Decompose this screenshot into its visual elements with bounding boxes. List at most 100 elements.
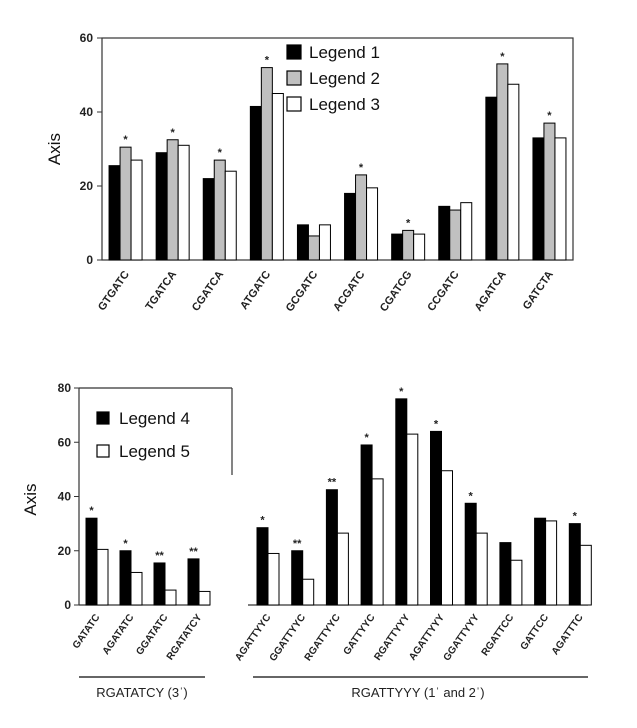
bar-gcgatc-legend-2 bbox=[307, 235, 320, 261]
bar-cgatca-legend-3 bbox=[224, 170, 237, 261]
bar-gattyyc-legend-5 bbox=[371, 478, 384, 606]
bar-gtgatc-legend-3 bbox=[130, 159, 143, 261]
significance-marker: * bbox=[364, 432, 369, 444]
significance-marker: * bbox=[359, 162, 364, 174]
significance-marker: ** bbox=[328, 477, 337, 489]
x-tick-label: GCGATC bbox=[284, 269, 321, 314]
x-tick-label: AGATATC bbox=[101, 612, 137, 657]
bar-cgatca-legend-1 bbox=[202, 178, 215, 261]
bar-tgatca-legend-3 bbox=[177, 144, 190, 261]
significance-marker: * bbox=[218, 147, 223, 159]
y-tick-label: 20 bbox=[58, 544, 72, 558]
top-bar-chart: 0 20 40 60 Axis * GTGATC * TGATCA * CGATCA * ATGATC G… bbox=[45, 31, 574, 314]
legend-swatch-5 bbox=[96, 444, 110, 458]
legend-label-5: Legend 5 bbox=[119, 442, 190, 461]
y-tick-label: 60 bbox=[58, 435, 72, 449]
x-tick-label: RGATTYYC bbox=[303, 612, 343, 663]
significance-marker: * bbox=[406, 217, 411, 229]
significance-marker: ** bbox=[155, 550, 164, 562]
legend-label-2: Legend 2 bbox=[309, 69, 380, 88]
bar-acgatc-legend-2 bbox=[355, 174, 368, 261]
bar-gtgatc-legend-1 bbox=[108, 165, 121, 261]
bar-agatca-legend-2 bbox=[496, 63, 509, 261]
x-tick-label: CGATCA bbox=[190, 269, 226, 314]
y-tick-label: 0 bbox=[86, 253, 93, 267]
bar-rgattcc-legend-5 bbox=[510, 559, 523, 606]
bar-cgatcg-legend-3 bbox=[413, 233, 426, 261]
bar-agatca-legend-3 bbox=[507, 83, 520, 261]
bar-agattyyy-legend-4 bbox=[430, 430, 442, 606]
legend-swatch-2 bbox=[286, 70, 302, 86]
x-tick-label: AGATCA bbox=[472, 269, 508, 314]
bar-ggattyyc-legend-4 bbox=[291, 550, 304, 606]
bar-gattcc-legend-4 bbox=[534, 517, 547, 606]
x-tick-label: ATGATC bbox=[238, 269, 273, 312]
x-tick-label: ACGATC bbox=[331, 269, 367, 314]
bar-cgatcg-legend-2 bbox=[402, 229, 415, 261]
bar-gatcta-legend-2 bbox=[543, 122, 556, 261]
bar-rgattyyy-legend-4 bbox=[395, 398, 408, 606]
legend-swatch-3 bbox=[286, 96, 302, 112]
bar-gcgatc-legend-3 bbox=[318, 224, 331, 261]
bar-agatatc-legend-4 bbox=[119, 550, 132, 606]
bar-agatca-legend-1 bbox=[485, 96, 498, 261]
x-tick-label: RGATTYYY bbox=[372, 612, 412, 663]
x-tick-label: AGATTYYY bbox=[407, 612, 447, 663]
significance-marker: * bbox=[265, 55, 270, 67]
group-label-2: RGATTYYY (1ˈ and 2ˈ) bbox=[351, 685, 484, 700]
legend-label-4: Legend 4 bbox=[119, 409, 190, 428]
y-axis-label: Axis bbox=[21, 483, 40, 515]
significance-marker: * bbox=[399, 386, 404, 398]
bar-rgatatcy-legend-5 bbox=[198, 590, 211, 606]
bar-gatatc-legend-5 bbox=[96, 548, 109, 606]
bar-gatatc-legend-4 bbox=[85, 517, 98, 606]
legend-label-1: Legend 1 bbox=[309, 43, 380, 62]
significance-marker: * bbox=[434, 418, 439, 430]
x-tick-label: GATTCC bbox=[519, 612, 551, 652]
significance-marker: * bbox=[573, 511, 578, 523]
bar-ggatatc-legend-5 bbox=[164, 589, 177, 606]
bar-gatcta-legend-1 bbox=[532, 137, 545, 261]
bar-gtgatc-legend-2 bbox=[119, 146, 132, 261]
significance-marker: ** bbox=[293, 538, 302, 550]
y-tick-label: 80 bbox=[58, 381, 72, 395]
bar-rgatatcy-legend-4 bbox=[187, 558, 200, 606]
plot-frame bbox=[101, 37, 574, 261]
significance-marker: * bbox=[500, 51, 505, 63]
bar-agatttc-legend-4 bbox=[568, 523, 581, 606]
y-tick-label: 20 bbox=[80, 179, 94, 193]
bar-atgatc-legend-3 bbox=[271, 93, 284, 261]
significance-marker: * bbox=[171, 127, 176, 139]
bar-ggatatc-legend-4 bbox=[153, 562, 166, 606]
significance-marker: * bbox=[469, 490, 474, 502]
y-tick-label: 0 bbox=[64, 598, 71, 612]
x-tick-label: GATTYYC bbox=[342, 612, 378, 657]
significance-marker: * bbox=[89, 505, 94, 517]
x-tick-label: GGATATC bbox=[134, 612, 170, 657]
bar-gatcta-legend-3 bbox=[554, 137, 567, 261]
x-tick-label: AGATTYYC bbox=[233, 612, 273, 663]
bar-tgatca-legend-1 bbox=[155, 152, 168, 261]
y-tick-label: 40 bbox=[80, 105, 94, 119]
bar-atgatc-legend-1 bbox=[249, 105, 262, 261]
bar-gcgatc-legend-1 bbox=[296, 224, 309, 261]
significance-marker: * bbox=[547, 110, 552, 122]
bar-agattyyc-legend-5 bbox=[267, 552, 280, 606]
significance-marker: * bbox=[260, 515, 265, 527]
bar-agattyyy-legend-5 bbox=[441, 470, 453, 606]
x-tick-label: CGATCG bbox=[378, 269, 415, 314]
x-tick-label: GGATTYYY bbox=[442, 612, 482, 663]
significance-marker: * bbox=[123, 134, 128, 146]
x-tick-label: GTGATC bbox=[96, 269, 132, 313]
bar-ggattyyc-legend-5 bbox=[302, 578, 315, 606]
bar-acgatc-legend-1 bbox=[344, 192, 357, 261]
bar-atgatc-legend-2 bbox=[260, 67, 273, 261]
x-tick-label: RGATTCC bbox=[480, 612, 517, 658]
bar-ggattyyy-legend-4 bbox=[464, 502, 477, 606]
bar-tgatca-legend-2 bbox=[166, 139, 179, 261]
y-tick-label: 60 bbox=[80, 31, 94, 45]
x-tick-label: GATCTA bbox=[521, 269, 556, 312]
x-tick-label: GGATTYYC bbox=[268, 612, 308, 663]
y-axis-label: Axis bbox=[45, 133, 64, 165]
